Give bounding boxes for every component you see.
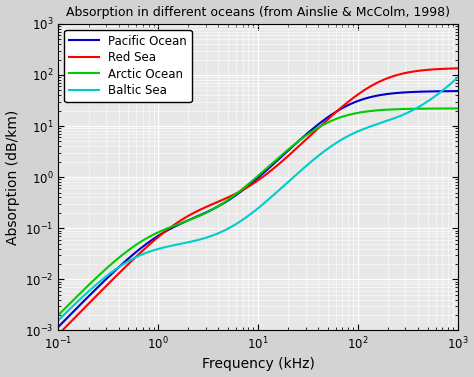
Pacific Ocean bbox=[443, 89, 449, 93]
Pacific Ocean bbox=[250, 180, 255, 185]
Pacific Ocean bbox=[55, 325, 61, 329]
Legend: Pacific Ocean, Red Sea, Arctic Ocean, Baltic Sea: Pacific Ocean, Red Sea, Arctic Ocean, Ba… bbox=[64, 30, 191, 102]
Line: Red Sea: Red Sea bbox=[58, 68, 457, 334]
Red Sea bbox=[239, 188, 245, 193]
Pacific Ocean bbox=[370, 94, 375, 99]
Red Sea bbox=[455, 66, 460, 70]
Baltic Sea bbox=[76, 298, 82, 303]
Pacific Ocean bbox=[239, 188, 245, 193]
Red Sea bbox=[370, 83, 375, 87]
Arctic Ocean bbox=[239, 187, 245, 192]
Title: Absorption in different oceans (from Ainslie & McColm, 1998): Absorption in different oceans (from Ain… bbox=[66, 6, 450, 18]
Red Sea bbox=[443, 66, 449, 71]
Arctic Ocean bbox=[55, 313, 61, 317]
Arctic Ocean bbox=[443, 106, 449, 111]
Baltic Sea bbox=[239, 218, 245, 222]
Arctic Ocean bbox=[76, 292, 82, 297]
Baltic Sea bbox=[443, 85, 449, 90]
Baltic Sea bbox=[250, 210, 255, 215]
Arctic Ocean bbox=[455, 106, 460, 111]
Red Sea bbox=[250, 182, 255, 186]
Arctic Ocean bbox=[443, 106, 449, 111]
Baltic Sea bbox=[443, 86, 449, 90]
Pacific Ocean bbox=[455, 89, 460, 93]
Baltic Sea bbox=[370, 123, 375, 128]
X-axis label: Frequency (kHz): Frequency (kHz) bbox=[201, 357, 314, 371]
Arctic Ocean bbox=[250, 178, 255, 183]
Line: Arctic Ocean: Arctic Ocean bbox=[58, 109, 457, 315]
Arctic Ocean bbox=[370, 109, 375, 113]
Red Sea bbox=[76, 311, 82, 316]
Baltic Sea bbox=[455, 75, 460, 80]
Red Sea bbox=[443, 66, 449, 71]
Line: Baltic Sea: Baltic Sea bbox=[58, 78, 457, 320]
Y-axis label: Absorption (dB/km): Absorption (dB/km) bbox=[6, 110, 19, 245]
Pacific Ocean bbox=[76, 304, 82, 308]
Baltic Sea bbox=[55, 318, 61, 322]
Line: Pacific Ocean: Pacific Ocean bbox=[58, 91, 457, 327]
Pacific Ocean bbox=[443, 89, 449, 93]
Red Sea bbox=[55, 332, 61, 337]
